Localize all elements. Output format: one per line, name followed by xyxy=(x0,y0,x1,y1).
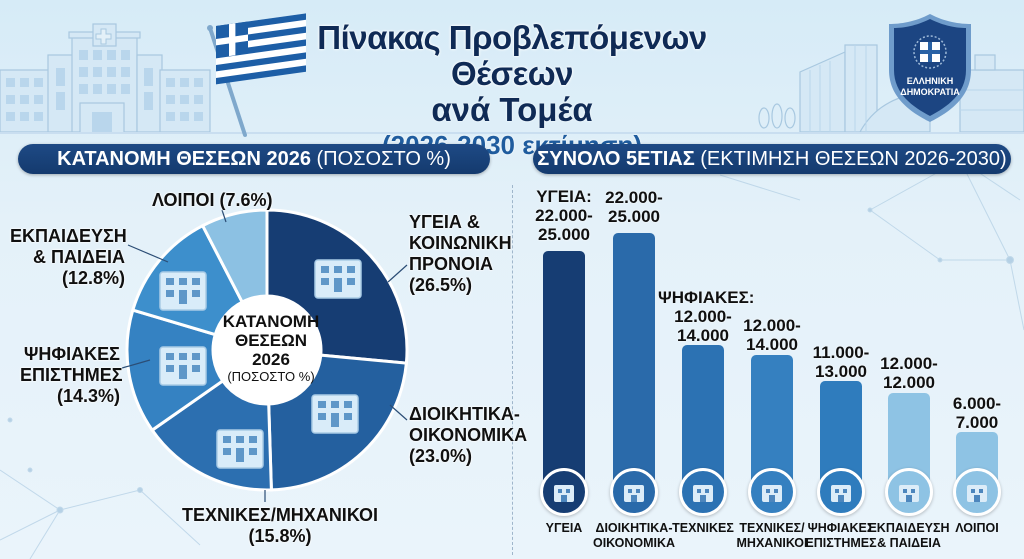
donut-heading-light: (ΠΟΣΟΣΤΟ %) xyxy=(316,148,451,170)
bar xyxy=(543,251,585,482)
donut-center xyxy=(214,297,320,403)
bar-value-label: 22.000- 25.000 xyxy=(605,188,663,226)
donut-center-label: ΚΑΤΑΝΟΜΗ ΘΕΣΕΩΝ 2026 (ΠΟΣΟΣΤΟ %) xyxy=(216,312,326,385)
bar-value-label: 12.000- 12.000 xyxy=(880,354,938,392)
center-line-4: (ΠΟΣΟΣΤΟ %) xyxy=(227,369,315,384)
bar xyxy=(888,393,930,482)
center-line-3: 2026 xyxy=(252,350,290,369)
pie-label-health: ΥΓΕΙΑ & ΚΟΙΝΩΝΙΚΗ ΠΡΟΝΟΙΑ (26.5%) xyxy=(409,212,512,295)
bar-category-label: ΥΓΕΙΑ xyxy=(545,521,583,535)
bar-category-label: ΔΙΟΙΚΗΤΙΚΑ- ΟΙΚΟΝΟΜΙΚΑ xyxy=(592,521,676,550)
bar-category-label: ΤΕΧΝΙΚΕΣ/ΜΗΧΑΝΙΚΟΙ xyxy=(736,521,808,550)
bar-heading-bold: ΣΥΝΟΛΟ 5ΕΤΙΑΣ xyxy=(537,148,695,170)
donut-chart xyxy=(121,208,409,502)
bar-value-label: 12.000- 14.000 xyxy=(743,316,801,354)
bar xyxy=(751,355,793,482)
bar-value-label: ΨΗΦΙΑΚΕΣ: 12.000- 14.000 xyxy=(658,288,755,345)
leader-line xyxy=(221,209,227,223)
office-buildings-icon xyxy=(311,394,359,434)
school-icon xyxy=(159,271,207,311)
bar-value-label: 6.000- 7.000 xyxy=(952,394,1002,432)
svg-text:ΔΗΜΟΚΡΑΤΙΑ: ΔΗΜΟΚΡΑΤΙΑ xyxy=(900,87,960,97)
leader-line xyxy=(121,359,151,369)
bar-category-label: ΕΚΠΑΙΔΕΥΣΗ & ΠΑΙΔΕΙΑ xyxy=(868,521,950,550)
bar xyxy=(613,233,655,482)
gear-wrench-icon xyxy=(748,468,796,516)
pie-label-technical: ΤΕΧΝΙΚΕΣ/ΜΗΧΑΝΙΚΟΙ (15.8%) xyxy=(182,505,378,546)
office-buildings-icon xyxy=(610,468,658,516)
bar-heading-light: (ΕΚΤΙΜΗΣΗ ΘΕΣΕΩΝ 2026-2030) xyxy=(700,148,1007,170)
bar-category-label: ΤΕΧΝΙΚΕΣ xyxy=(672,521,734,535)
leader-line xyxy=(389,404,408,421)
panel-divider xyxy=(512,185,513,555)
school-icon xyxy=(885,468,933,516)
bar-section-heading: ΣΥΝΟΛΟ 5ΕΤΙΑΣ (ΕΚΤΙΜΗΣΗ ΘΕΣΕΩΝ 2026-2030… xyxy=(533,144,1011,174)
leader-line xyxy=(127,244,169,263)
title-subline: ανά Τομέα xyxy=(431,91,593,128)
bar-value-label: 11.000- 13.000 xyxy=(812,343,870,381)
pie-label-education: ΕΚΠΑΙΔΕΥΣΗ & ΠΑΙΔΕΙΑ (12.8%) xyxy=(10,226,127,288)
hard-hat-icon xyxy=(216,429,264,469)
bar-category-label: ΨΗΦΙΑΚΕΣ ΕΠΙΣΤΗΜΕΣ xyxy=(805,521,877,550)
leader-line xyxy=(387,264,408,283)
title-main: Πίνακας Προβλεπόμενων Θέσεων xyxy=(317,19,707,92)
hospital-icon xyxy=(314,259,362,299)
bar xyxy=(682,345,724,482)
hard-hat-icon xyxy=(679,468,727,516)
bar-value-label: ΥΓΕΙΑ: 22.000- 25.000 xyxy=(535,187,593,244)
bar xyxy=(820,381,862,482)
donut-section-heading: ΚΑΤΑΝΟΜΗ ΘΕΣΕΩΝ 2026 (ΠΟΣΟΣΤΟ %) xyxy=(18,144,490,174)
svg-text:ΕΛΛΗΝΙΚΗ: ΕΛΛΗΝΙΚΗ xyxy=(907,76,954,86)
laptop-cloud-icon xyxy=(159,346,207,386)
greek-republic-emblem: ΕΛΛΗΝΙΚΗ ΔΗΜΟΚΡΑΤΙΑ xyxy=(885,12,975,124)
donut-segment-other xyxy=(200,208,269,305)
people-group-icon xyxy=(953,468,1001,516)
hospital-icon xyxy=(540,468,588,516)
pie-label-digital: ΨΗΦΙΑΚΕΣ ΕΠΙΣΤΗΜΕΣ (14.3%) xyxy=(20,344,123,406)
center-line-1: ΚΑΤΑΝΟΜΗ xyxy=(222,312,320,331)
pie-label-other: ΛΟΙΠΟΙ (7.6%) xyxy=(152,190,273,210)
center-line-2: ΘΕΣΕΩΝ xyxy=(234,331,307,350)
pie-label-admin: ΔΙΟΙΚΗΤΙΚΑ- ΟΙΚΟΝΟΜΙΚΑ (23.0%) xyxy=(409,404,528,466)
laptop-cloud-icon xyxy=(817,468,865,516)
donut-heading-bold: ΚΑΤΑΝΟΜΗ ΘΕΣΕΩΝ 2026 xyxy=(57,148,311,170)
bar-category-label: ΛΟΙΠΟΙ xyxy=(955,521,999,535)
